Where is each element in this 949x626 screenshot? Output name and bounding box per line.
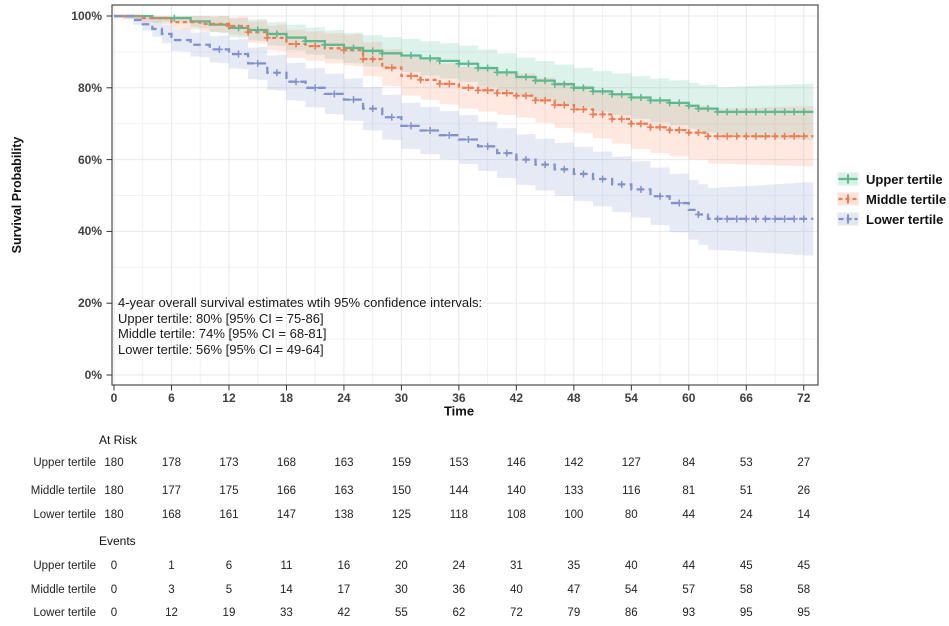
annotation-line-4: Lower tertile: 56% [95% CI = 49-64] (118, 341, 324, 357)
survival-curve-lower-tertile (114, 14, 814, 220)
survival-estimates-annotation: 4-year overall survival estimates wtih 9… (118, 295, 482, 357)
annotation-line-1: 4-year overall survival estimates wtih 9… (118, 295, 483, 310)
lower-tertile-key-icon (837, 212, 859, 226)
annotation-line-3: Middle tertile: 74% [95% CI = 68-81] (118, 326, 327, 341)
legend-label-middle-tertile: Middle tertile (866, 191, 947, 207)
ci-band-middle-tertile (114, 16, 814, 167)
upper-tertile-key-icon (837, 172, 859, 186)
legend-item-lower-tertile: Lower tertile (836, 209, 946, 229)
legend-label-upper-tertile: Upper tertile (866, 171, 943, 187)
y-axis-title: Survival Probability (10, 136, 24, 254)
legend-item-middle-tertile: Middle tertile (836, 189, 946, 209)
legend: Upper tertile Middle tertile Lower terti… (836, 169, 946, 229)
ci-band-lower-tertile (114, 16, 814, 256)
annotation-line-2: Upper tertile: 80% [95% CI = 75-86] (118, 310, 324, 326)
censor-marks-lower-tertile (215, 45, 808, 223)
legend-label-lower-tertile: Lower tertile (866, 211, 944, 227)
ci-band-upper-tertile (114, 16, 814, 140)
censor-marks-upper-tertile (170, 14, 808, 116)
censor-marks-middle-tertile (225, 22, 808, 140)
panel-border (111, 4, 819, 386)
legend-item-upper-tertile: Upper tertile (836, 169, 946, 189)
x-axis-title: Time (443, 403, 475, 419)
middle-tertile-key-icon (837, 192, 859, 206)
survival-curve-upper-tertile (114, 14, 814, 114)
